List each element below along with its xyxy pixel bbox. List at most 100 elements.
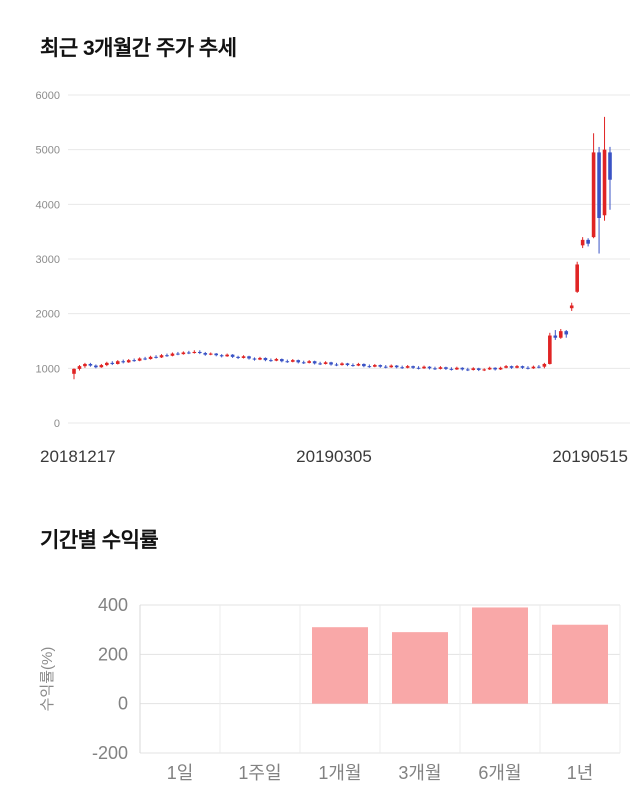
candle-body [400, 367, 404, 369]
candle-body [504, 366, 508, 368]
candle-body [411, 366, 415, 368]
candle-body [580, 239, 585, 246]
candle-body [203, 353, 208, 355]
candle-body [444, 367, 448, 369]
candle-body [542, 363, 547, 367]
candle-body [433, 368, 437, 370]
candle-body [148, 356, 153, 360]
candle-body [449, 368, 454, 370]
candle-body [181, 352, 186, 355]
candle-body [476, 368, 481, 370]
candle-body [553, 335, 558, 338]
candle-body [132, 360, 136, 362]
candle-body [263, 357, 268, 361]
candle-body [394, 365, 399, 368]
bar [312, 627, 368, 704]
candle-body [176, 353, 180, 355]
candle-body [312, 361, 317, 364]
candle-body [214, 353, 219, 356]
candle-body [362, 363, 366, 367]
candle-body [487, 367, 492, 370]
candle-body [318, 363, 322, 365]
candle-body [465, 369, 470, 371]
candle-body [515, 366, 519, 368]
candle-body [165, 355, 169, 357]
candle-body [230, 354, 235, 357]
candle-body [389, 365, 394, 368]
candle-body [608, 152, 612, 180]
price-chart-title: 최근 3개월간 주가 추세 [40, 37, 237, 60]
candle-body [159, 355, 164, 358]
candle-body [285, 361, 290, 363]
candle-body [137, 358, 142, 361]
x-axis-date-label: 20190515 [552, 447, 628, 466]
candle-body [509, 366, 514, 368]
y-tick-label: 0 [54, 418, 60, 430]
x-category-label: 1년 [567, 763, 594, 783]
candle-body [77, 366, 82, 369]
candle-body [378, 365, 383, 367]
candle-body [482, 369, 487, 371]
candle-body [471, 368, 476, 370]
candle-body [225, 354, 229, 357]
candle-body [493, 367, 497, 370]
candle-body [531, 366, 536, 369]
candle-body [537, 366, 541, 368]
candle-body [340, 363, 344, 366]
returns-chart-title: 기간별 수익률 [40, 529, 159, 552]
x-category-label: 6개월 [478, 763, 521, 783]
x-category-label: 3개월 [398, 763, 441, 783]
candle-body [586, 239, 590, 244]
candle-body [274, 359, 279, 361]
candle-body [416, 367, 421, 369]
candle-body [197, 351, 202, 354]
candle-body [99, 365, 104, 368]
candle-body [241, 356, 246, 358]
y-axis-title: 수익률(%) [39, 647, 56, 712]
candle-body [520, 366, 525, 368]
candle-body [252, 358, 257, 360]
y-tick-label: 1000 [36, 363, 60, 375]
candle-body [597, 152, 601, 218]
candle-body [143, 358, 147, 360]
candle-body [564, 331, 569, 335]
candle-body [154, 356, 158, 358]
candle-body [329, 362, 333, 365]
candle-body [569, 305, 574, 309]
candle-body [280, 359, 284, 362]
candle-body [121, 361, 126, 363]
candle-body [187, 352, 191, 354]
y-tick-label: -200 [92, 743, 128, 763]
candle-body [427, 366, 432, 369]
candle-body [498, 367, 503, 370]
candle-body [126, 360, 131, 363]
y-tick-label: 4000 [36, 199, 60, 211]
candle-body [105, 362, 109, 366]
returns-bar-chart: 400 200 0 -200 수익률(%) 1일 1주일 1개월 3개월 6개월 1년 [39, 595, 621, 783]
candle-body [247, 356, 251, 359]
candle-body [72, 368, 76, 374]
candle-body [323, 362, 328, 364]
candle-body [334, 364, 339, 366]
candle-body [438, 367, 443, 369]
bar [392, 632, 448, 704]
candle-body [373, 365, 377, 367]
candle-body [356, 363, 361, 366]
candle-body [405, 366, 410, 368]
bar [552, 624, 608, 704]
candle-body [345, 363, 350, 366]
candle-body [301, 362, 306, 364]
candle-body [290, 360, 295, 362]
candle-body [296, 360, 301, 363]
candle-body [94, 365, 98, 368]
y-tick-label: 3000 [36, 254, 60, 266]
candle-body [548, 335, 552, 364]
x-category-label: 1일 [167, 763, 194, 783]
candle-body [307, 361, 311, 363]
candle-body [602, 149, 607, 216]
x-category-label: 1주일 [238, 763, 281, 783]
candle-body [219, 355, 224, 357]
candle-body [383, 366, 388, 368]
bar [472, 607, 528, 704]
candle-body [170, 353, 175, 356]
